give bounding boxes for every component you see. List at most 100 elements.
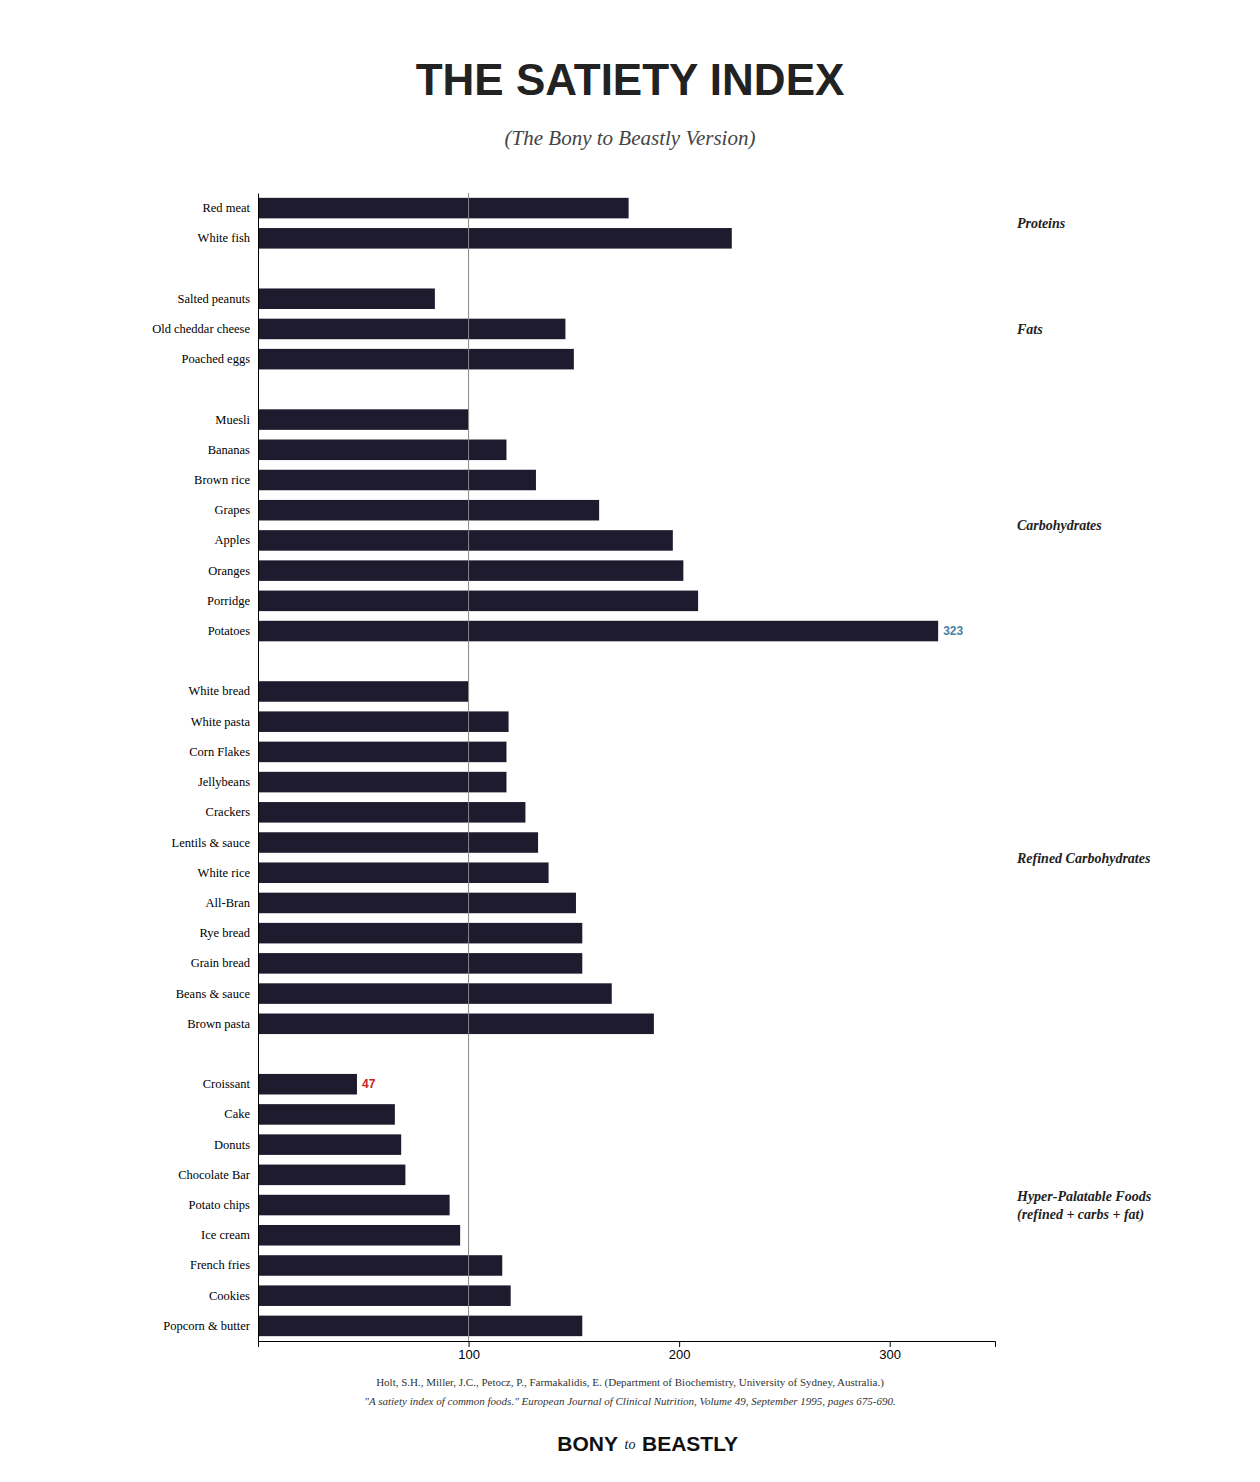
chart-container: THE SATIETY INDEX (The Bony to Beastly Ve… [0, 0, 1260, 1482]
category-label: White pasta [191, 715, 251, 729]
bar [258, 983, 612, 1004]
category-label: Grain bread [191, 956, 251, 970]
subtitle: (The Bony to Beastly Version) [505, 126, 756, 150]
brand-text: BONY [557, 1432, 618, 1455]
group-label-line: Proteins [1017, 216, 1066, 231]
category-label: Old cheddar cheese [152, 322, 250, 336]
bar [258, 1316, 582, 1337]
y-tick: Salted peanuts [177, 292, 250, 306]
bar [258, 1134, 401, 1155]
annotations: 32347 [362, 624, 964, 1091]
x-tick-label: 200 [669, 1347, 691, 1362]
category-label: Crackers [206, 805, 251, 819]
bar [258, 742, 506, 763]
chart-svg: THE SATIETY INDEX (The Bony to Beastly Ve… [0, 0, 1260, 1482]
bar [258, 409, 469, 430]
bar [258, 802, 525, 823]
group-label-line: (refined + carbs + fat) [1017, 1207, 1144, 1223]
category-label: Oranges [208, 564, 250, 578]
bar [258, 1165, 405, 1186]
bar [258, 893, 576, 914]
category-label: Salted peanuts [177, 292, 250, 306]
x-tick-mark [679, 1341, 680, 1347]
category-label: Apples [215, 533, 251, 547]
x-tick-mark [469, 1341, 470, 1347]
bar [258, 1074, 357, 1095]
bar [258, 530, 673, 551]
bar [258, 923, 582, 944]
bar [258, 1225, 460, 1246]
brand-text: BEASTLY [642, 1432, 738, 1455]
bar [258, 440, 506, 461]
bar [258, 349, 574, 370]
y-tick: Porridge [207, 594, 251, 608]
bar [258, 621, 938, 642]
category-label: Ice cream [201, 1228, 250, 1242]
y-tick: Apples [215, 533, 251, 547]
bar [258, 1014, 654, 1035]
group-label-line: Refined Carbohydrates [1016, 851, 1151, 866]
bar [258, 1104, 395, 1125]
x-axis-line [259, 1342, 996, 1348]
category-label: White rice [198, 866, 251, 880]
title: THE SATIETY INDEX [416, 55, 845, 104]
group-label-line: Carbohydrates [1017, 518, 1102, 533]
x-tick-label: 100 [458, 1347, 480, 1362]
category-label: Cake [224, 1107, 250, 1121]
x-tick: 200 [669, 1341, 691, 1362]
y-tick: White fish [198, 231, 251, 245]
y-tick: Grain bread [191, 956, 251, 970]
x-tick-mark [890, 1341, 891, 1347]
bar [258, 862, 549, 883]
y-tick: Beans & sauce [176, 987, 251, 1001]
category-label: Muesli [215, 413, 250, 427]
category-label: Cookies [209, 1289, 250, 1303]
category-label: Rye bread [199, 926, 250, 940]
bar [258, 1255, 502, 1276]
y-tick: Croissant [203, 1077, 251, 1091]
group-label: Carbohydrates [1017, 518, 1102, 533]
y-tick: Crackers [206, 805, 251, 819]
bar [258, 1285, 511, 1306]
reference-line [468, 193, 469, 1341]
category-label: Chocolate Bar [178, 1168, 251, 1182]
bar [258, 500, 599, 521]
bar [258, 711, 509, 732]
y-tick: Oranges [208, 564, 250, 578]
y-tick: Bananas [208, 443, 250, 457]
x-tick-label: 300 [879, 1347, 901, 1362]
group-label: Fats [1016, 322, 1043, 337]
bar [258, 1195, 450, 1216]
y-tick: Corn Flakes [189, 745, 250, 759]
group-label: Hyper-Palatable Foods (refined + carbs + … [1016, 1189, 1152, 1223]
annotation: 323 [943, 624, 963, 638]
category-label: Donuts [214, 1138, 250, 1152]
bar [258, 953, 582, 974]
y-tick: White pasta [191, 715, 251, 729]
y-tick: Muesli [215, 413, 250, 427]
category-label: White bread [189, 684, 251, 698]
x-tick: 100 [458, 1341, 480, 1362]
y-tick: Cookies [209, 1289, 250, 1303]
bar [258, 772, 506, 793]
y-tick: French fries [190, 1258, 250, 1272]
category-label: Potatoes [208, 624, 250, 638]
group-labels: Proteins Fats Carbohydrates Refined Carbohy… [1016, 216, 1152, 1223]
y-tick: Brown pasta [187, 1017, 250, 1031]
category-label: Croissant [203, 1077, 251, 1091]
footer-line: "A satiety index of common foods." Europ… [364, 1395, 895, 1407]
footer: Holt, S.H., Miller, J.C., Petocz, P., Fa… [364, 1376, 895, 1407]
group-label-line: Hyper-Palatable Foods [1016, 1189, 1152, 1204]
y-tick: Donuts [214, 1138, 250, 1152]
bar [258, 228, 732, 249]
y-tick: Potato chips [189, 1198, 251, 1212]
category-label: Brown pasta [187, 1017, 250, 1031]
category-label: All-Bran [206, 896, 251, 910]
category-label: Popcorn & butter [163, 1319, 251, 1333]
bar [258, 832, 538, 853]
category-label: French fries [190, 1258, 250, 1272]
y-tick: Lentils & sauce [172, 836, 251, 850]
category-label: Potato chips [189, 1198, 251, 1212]
y-axis: Red meatWhite fishSalted peanutsOld ched… [152, 194, 258, 1342]
category-label: Poached eggs [182, 352, 251, 366]
